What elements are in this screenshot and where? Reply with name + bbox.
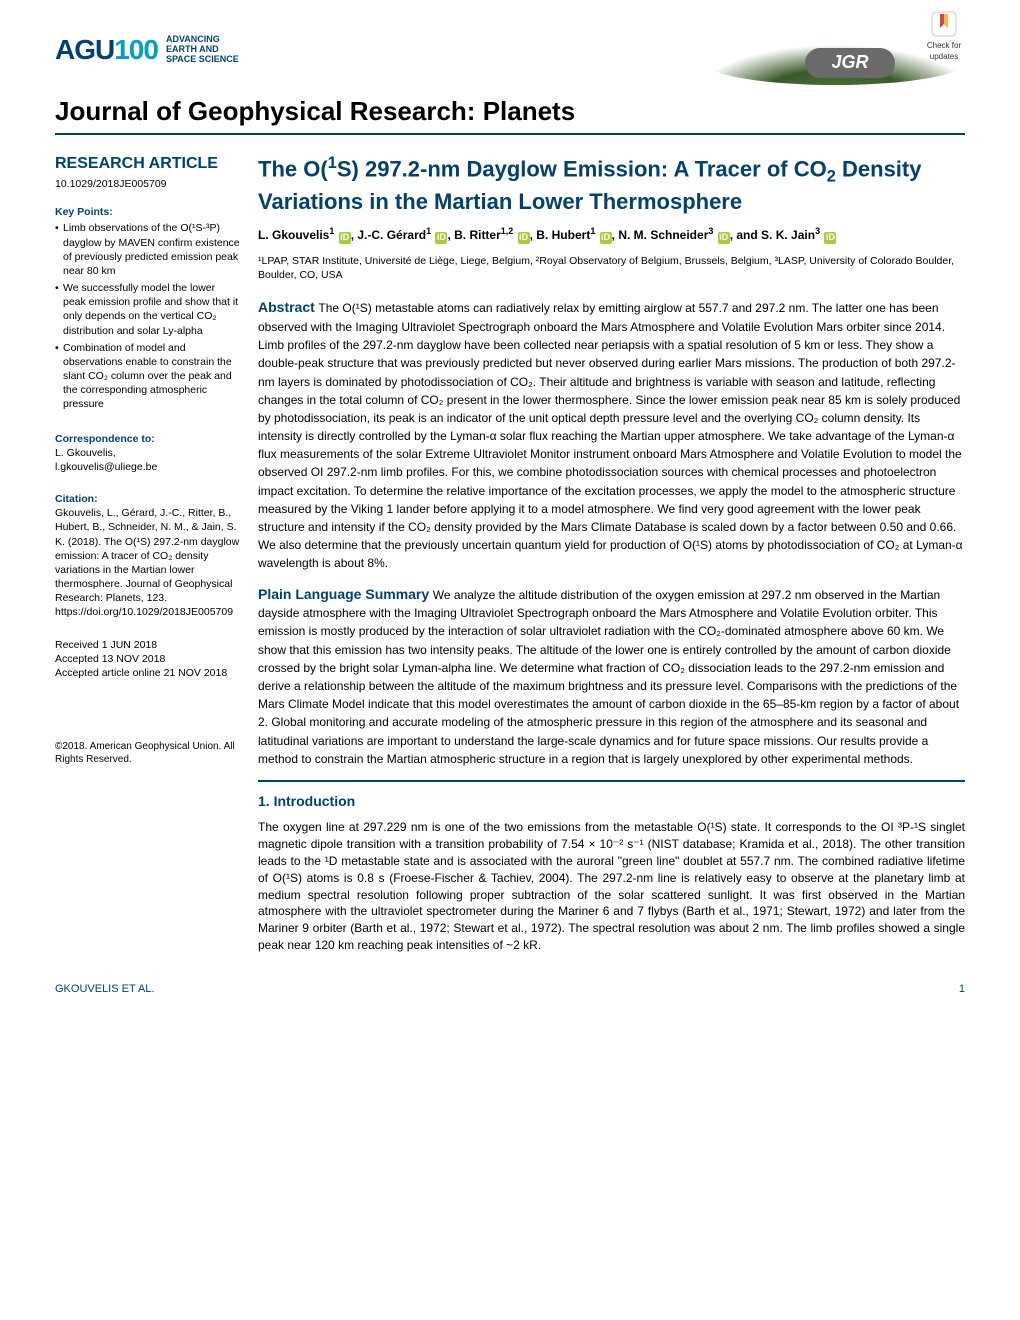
- citation-block: Citation: Gkouvelis, L., Gérard, J.-C., …: [55, 492, 240, 620]
- copyright: ©2018. American Geophysical Union. All R…: [55, 740, 240, 766]
- orcid-icon[interactable]: iD: [600, 232, 612, 244]
- main-column: The O(1S) 297.2-nm Dayglow Emission: A T…: [258, 153, 965, 953]
- accepted-online-date: Accepted article online 21 NOV 2018: [55, 666, 240, 680]
- abstract-text: The O(¹S) metastable atoms can radiative…: [258, 301, 963, 570]
- authors-line: L. Gkouvelis1 iD, J.-C. Gérard1 iD, B. R…: [258, 225, 965, 244]
- key-point-item: Limb observations of the O(¹S-³P) dayglo…: [55, 221, 240, 278]
- bookmark-icon: [930, 10, 958, 38]
- article-type: RESEARCH ARTICLE: [55, 153, 240, 175]
- page-number: 1: [959, 982, 965, 997]
- correspondence-name: L. Gkouvelis,: [55, 446, 240, 460]
- accepted-date: Accepted 13 NOV 2018: [55, 652, 240, 666]
- orcid-icon[interactable]: iD: [718, 232, 730, 244]
- orcid-icon[interactable]: iD: [435, 232, 447, 244]
- abstract-block: Abstract The O(¹S) metastable atoms can …: [258, 298, 965, 572]
- content-columns: RESEARCH ARTICLE 10.1029/2018JE005709 Ke…: [55, 153, 965, 953]
- journal-title: Journal of Geophysical Research: Planets: [55, 93, 965, 135]
- agu-logo-text: AGU: [55, 34, 114, 65]
- pls-label: Plain Language Summary: [258, 586, 429, 602]
- key-points-list: Limb observations of the O(¹S-³P) dayglo…: [55, 221, 240, 411]
- affiliations: ¹LPAP, STAR Institute, Université de Liè…: [258, 254, 965, 282]
- article-title: The O(1S) 297.2-nm Dayglow Emission: A T…: [258, 153, 965, 215]
- correspondence-label: Correspondence to:: [55, 432, 240, 446]
- correspondence-block: Correspondence to: L. Gkouvelis, l.gkouv…: [55, 432, 240, 475]
- publisher-logo: AGU100 ADVANCING EARTH AND SPACE SCIENCE: [55, 30, 239, 69]
- footer-authors: GKOUVELIS ET AL.: [55, 982, 154, 997]
- section-heading: 1. Introduction: [258, 792, 965, 812]
- key-point-item: Combination of model and observations en…: [55, 341, 240, 412]
- citation-label: Citation:: [55, 492, 240, 506]
- orcid-icon[interactable]: iD: [518, 232, 530, 244]
- key-point-item: We successfully model the lower peak emi…: [55, 281, 240, 338]
- sidebar: RESEARCH ARTICLE 10.1029/2018JE005709 Ke…: [55, 153, 240, 953]
- correspondence-email: l.gkouvelis@uliege.be: [55, 460, 240, 474]
- agu-logo-suffix: 100: [114, 34, 158, 65]
- abstract-label: Abstract: [258, 299, 315, 315]
- received-date: Received 1 JUN 2018: [55, 638, 240, 652]
- plain-language-block: Plain Language Summary We analyze the al…: [258, 585, 965, 768]
- intro-paragraph: The oxygen line at 297.229 nm is one of …: [258, 819, 965, 953]
- page-footer: GKOUVELIS ET AL. 1: [55, 978, 965, 997]
- page: AGU100 ADVANCING EARTH AND SPACE SCIENCE…: [0, 0, 1020, 1017]
- key-points-label: Key Points:: [55, 205, 240, 219]
- header: AGU100 ADVANCING EARTH AND SPACE SCIENCE…: [55, 30, 965, 85]
- journal-badge: Check for updates JGR: [685, 30, 965, 85]
- pls-text: We analyze the altitude distribution of …: [258, 588, 959, 766]
- section-divider: [258, 780, 965, 782]
- citation-text: Gkouvelis, L., Gérard, J.-C., Ritter, B.…: [55, 506, 240, 619]
- publisher-tagline: ADVANCING EARTH AND SPACE SCIENCE: [166, 35, 239, 65]
- orcid-icon[interactable]: iD: [339, 232, 351, 244]
- doi: 10.1029/2018JE005709: [55, 177, 240, 191]
- orcid-icon[interactable]: iD: [824, 232, 836, 244]
- jgr-pill: JGR: [805, 48, 895, 78]
- dates-block: Received 1 JUN 2018 Accepted 13 NOV 2018…: [55, 638, 240, 681]
